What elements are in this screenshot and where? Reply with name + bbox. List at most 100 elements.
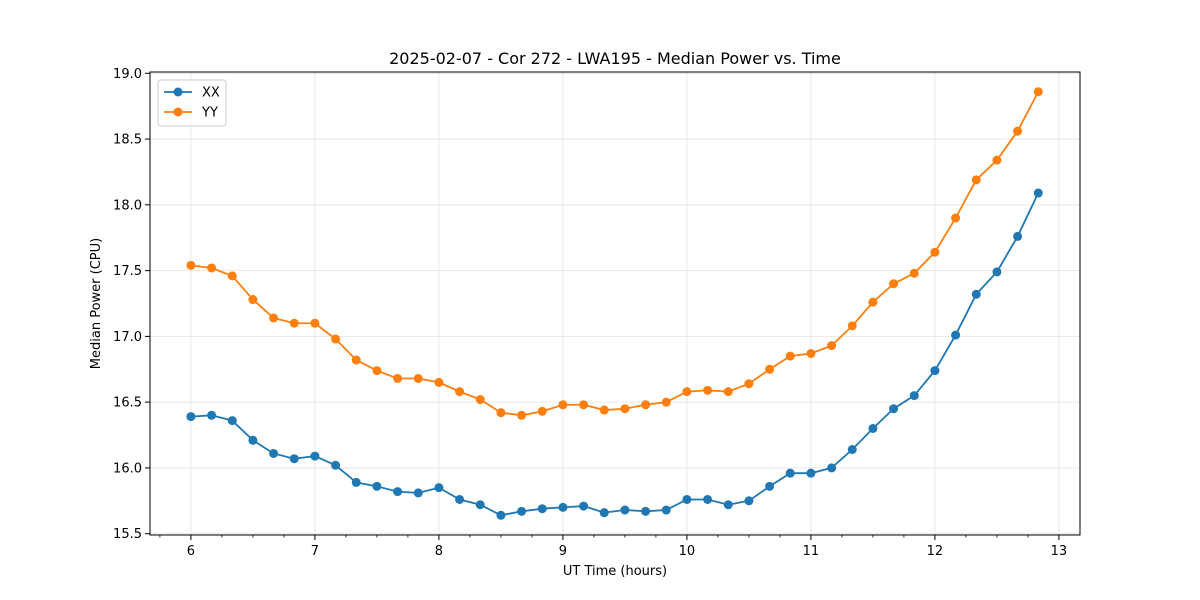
data-point-xx [207,410,217,420]
data-point-yy [455,387,465,397]
y-tick-label: 18.5 [113,133,142,148]
x-tick-label: 8 [435,544,443,559]
data-point-xx [971,289,981,299]
y-tick-label: 15.5 [113,527,142,542]
x-tick-label: 11 [803,544,820,559]
data-point-yy [992,155,1002,165]
data-point-xx [289,454,299,464]
data-point-yy [827,341,837,351]
data-point-yy [951,213,961,223]
data-point-xx [537,504,547,514]
data-point-xx [930,366,940,376]
data-point-yy [785,351,795,361]
data-point-xx [744,496,754,506]
data-point-xx [579,501,589,511]
data-point-yy [475,395,485,405]
data-point-xx [227,416,237,426]
data-point-yy [186,260,196,270]
legend-item-xx: XX [164,86,220,101]
data-point-xx [248,435,258,445]
data-point-xx [992,267,1002,277]
data-point-xx [475,500,485,510]
data-point-xx [455,494,465,504]
data-point-xx [641,506,651,516]
x-tick-label: 9 [559,544,567,559]
series-yy [186,87,1043,420]
data-point-yy [847,321,857,331]
data-point-xx [1013,231,1023,241]
data-point-xx [847,445,857,455]
y-tick-label: 17.0 [113,330,142,345]
data-point-yy [537,406,547,416]
data-point-xx [1033,188,1043,198]
data-point-yy [434,377,444,387]
data-point-xx [827,463,837,473]
data-point-xx [351,477,361,487]
data-point-xx [806,468,816,478]
series-line-xx [190,192,1040,517]
legend-swatch-marker [173,87,183,97]
data-point-yy [889,279,899,289]
data-point-yy [269,313,279,323]
x-tick-label: 10 [679,544,696,559]
series-line-yy [190,91,1040,417]
data-point-yy [806,348,816,358]
data-point-xx [785,468,795,478]
data-point-yy [703,385,713,395]
data-point-yy [744,379,754,389]
data-point-xx [269,448,279,458]
x-axis-label: UT Time (hours) [563,564,667,579]
y-tick-label: 17.5 [113,264,142,279]
y-tick-label: 19.0 [113,67,142,82]
data-point-yy [248,295,258,305]
data-point-xx [558,502,568,512]
data-point-yy [723,387,733,397]
data-point-yy [227,271,237,281]
data-point-xx [331,460,341,470]
data-point-xx [723,500,733,510]
data-point-yy [207,263,217,273]
legend-label: YY [201,106,218,121]
data-point-yy [971,175,981,185]
x-tick-label: 7 [311,544,319,559]
data-point-xx [413,488,423,498]
y-tick-label: 18.0 [113,198,142,213]
data-point-xx [393,487,403,497]
legend-swatch-marker [173,107,183,117]
data-point-yy [765,364,775,374]
data-point-xx [517,506,527,516]
grid [150,72,1080,535]
data-point-xx [620,505,630,515]
data-point-xx [372,481,382,491]
data-point-xx [186,412,196,422]
legend-label: XX [202,86,220,101]
data-point-xx [599,508,609,518]
data-point-xx [661,505,671,515]
data-point-xx [310,451,320,461]
data-point-xx [889,404,899,414]
data-point-yy [868,297,878,307]
data-point-yy [930,247,940,257]
data-point-xx [765,481,775,491]
data-point-yy [331,334,341,344]
data-point-xx [868,423,878,433]
data-point-yy [558,400,568,410]
data-point-yy [372,366,382,376]
x-tick-label: 6 [187,544,195,559]
chart-title: 2025-02-07 - Cor 272 - LWA195 - Median P… [389,49,841,68]
data-point-yy [413,373,423,383]
data-point-yy [393,373,403,383]
y-tick-label: 16.0 [113,461,142,476]
data-point-xx [496,510,506,520]
legend-item-yy: YY [164,106,218,121]
legend: XX YY [157,79,227,127]
data-point-xx [703,494,713,504]
data-point-yy [641,400,651,410]
data-point-yy [620,404,630,414]
data-point-yy [351,355,361,365]
data-point-xx [909,391,919,401]
data-point-xx [434,483,444,493]
data-point-yy [661,397,671,407]
data-point-yy [1013,126,1023,136]
